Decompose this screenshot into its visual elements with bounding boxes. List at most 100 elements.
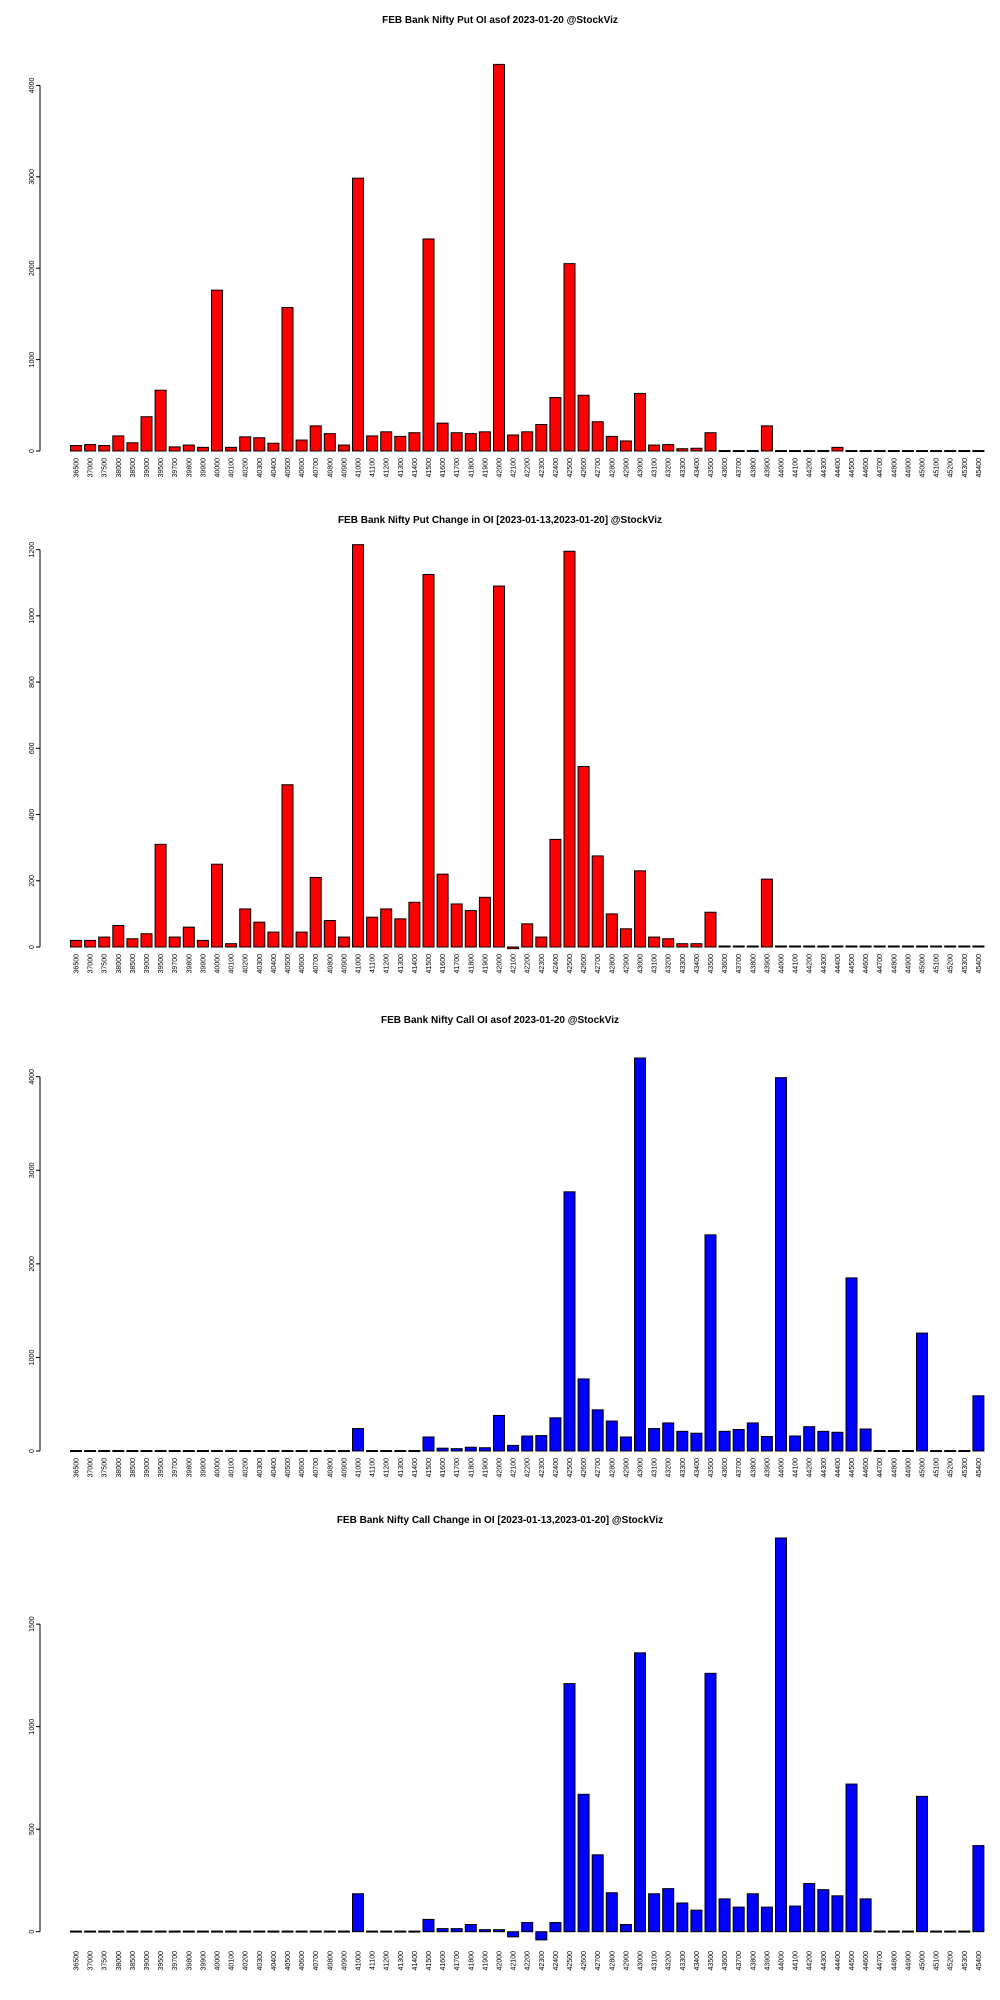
bar-42600 (577, 1378, 590, 1452)
x-tick-label: 41700 (454, 458, 461, 478)
bar-44900 (901, 945, 914, 948)
x-tick-label: 43100 (652, 954, 659, 974)
y-tick-label: 4000 (29, 78, 36, 94)
x-tick-label: 44900 (905, 458, 912, 478)
bar-40700 (309, 1450, 322, 1453)
bar-42500 (563, 1191, 576, 1452)
x-tick-label: 44900 (905, 1951, 912, 1971)
bar-42000 (493, 63, 505, 452)
x-tick-label: 37000 (88, 1951, 95, 1971)
bar-41200 (380, 1450, 393, 1453)
bar-43100 (648, 936, 661, 948)
x-tick-label: 40600 (299, 1458, 306, 1478)
bar-44900 (901, 450, 914, 453)
x-tick-label: 45000 (920, 1458, 927, 1478)
bar-45100 (930, 450, 943, 453)
x-tick-label: 38500 (130, 458, 137, 478)
x-tick-label: 36500 (74, 1951, 81, 1971)
x-tick-label: 41300 (398, 458, 405, 478)
bar-44900 (901, 1450, 914, 1453)
x-tick-label: 39900 (200, 954, 207, 974)
x-tick-label: 40300 (257, 1951, 264, 1971)
bar-43700 (732, 1906, 745, 1933)
x-tick-label: 42600 (581, 1458, 588, 1478)
x-tick-label: 42400 (553, 1458, 560, 1478)
bar-45200 (944, 945, 957, 948)
x-tick-label: 40700 (313, 1458, 320, 1478)
x-tick-label: 41200 (384, 458, 391, 478)
bar-44100 (789, 450, 802, 453)
bar-43400 (690, 1909, 703, 1933)
bar-40700 (309, 1930, 322, 1933)
bar-42600 (577, 1793, 590, 1933)
x-tick-label: 41700 (454, 1951, 461, 1971)
x-tick-label: 44100 (793, 458, 800, 478)
bar-44100 (789, 945, 802, 948)
x-tick-label: 37500 (102, 1458, 109, 1478)
x-tick-label: 44400 (835, 458, 842, 478)
bar-43400 (690, 447, 703, 452)
bar-40700 (309, 876, 322, 948)
x-tick-label: 42600 (581, 954, 588, 974)
x-tick-label: 40500 (285, 1951, 292, 1971)
x-tick-label: 42900 (623, 1951, 630, 1971)
bar-40900 (337, 444, 350, 452)
bar-41000 (352, 1893, 364, 1933)
bar-40200 (239, 436, 252, 452)
x-tick-label: 40200 (243, 954, 250, 974)
x-tick-label: 40800 (327, 1458, 334, 1478)
bar-43800 (746, 1422, 759, 1452)
bar-39000 (140, 1450, 153, 1453)
x-tick-label: 42300 (539, 954, 546, 974)
bar-44300 (817, 945, 830, 948)
x-tick-label: 45300 (962, 954, 969, 974)
bar-44700 (873, 450, 886, 453)
bar-44000 (775, 1537, 787, 1933)
bar-44800 (887, 450, 900, 453)
x-tick-label: 44300 (821, 1951, 828, 1971)
bar-43600 (718, 1430, 731, 1452)
x-tick-label: 44400 (835, 1951, 842, 1971)
x-tick-label: 44800 (891, 458, 898, 478)
bar-39500 (154, 843, 167, 948)
x-tick-label: 43700 (736, 1458, 743, 1478)
x-tick-label: 42200 (525, 954, 532, 974)
x-tick-label: 41100 (370, 1458, 377, 1477)
x-tick-label: 42400 (553, 1951, 560, 1971)
bar-41600 (436, 873, 449, 948)
x-tick-label: 40400 (271, 1951, 278, 1971)
bar-41000 (352, 1428, 364, 1452)
bar-42800 (605, 913, 618, 948)
bar-43300 (676, 943, 689, 948)
x-tick-label: 40900 (341, 954, 348, 974)
x-tick-label: 41800 (468, 1458, 475, 1478)
x-tick-label: 43500 (708, 1951, 715, 1971)
x-tick-label: 41500 (426, 1951, 433, 1971)
bar-45100 (930, 945, 943, 948)
x-tick-label: 41000 (356, 458, 363, 478)
x-tick-label: 45100 (934, 1458, 941, 1478)
x-tick-label: 45100 (934, 1951, 941, 1971)
bar-36500 (70, 445, 82, 452)
x-tick-label: 41900 (482, 458, 489, 478)
bar-42400 (549, 1921, 562, 1933)
bar-43200 (662, 1422, 675, 1452)
bar-42700 (591, 1854, 604, 1933)
bar-39900 (196, 1930, 209, 1933)
bar-40400 (267, 1450, 280, 1453)
bar-43400 (690, 943, 703, 948)
bar-42600 (577, 394, 590, 452)
x-tick-label: 44400 (835, 954, 842, 974)
bar-44100 (789, 1435, 802, 1452)
x-tick-label: 40900 (341, 1458, 348, 1478)
bar-42000 (493, 1414, 505, 1452)
x-tick-label: 45000 (920, 954, 927, 974)
bar-42200 (521, 431, 534, 452)
bar-44800 (887, 1930, 900, 1933)
bar-42900 (619, 1924, 632, 1933)
bar-43500 (704, 911, 717, 948)
bar-42900 (619, 928, 632, 948)
x-tick-label: 43400 (694, 1458, 701, 1478)
bar-40100 (225, 446, 238, 452)
bar-39700 (168, 446, 181, 452)
